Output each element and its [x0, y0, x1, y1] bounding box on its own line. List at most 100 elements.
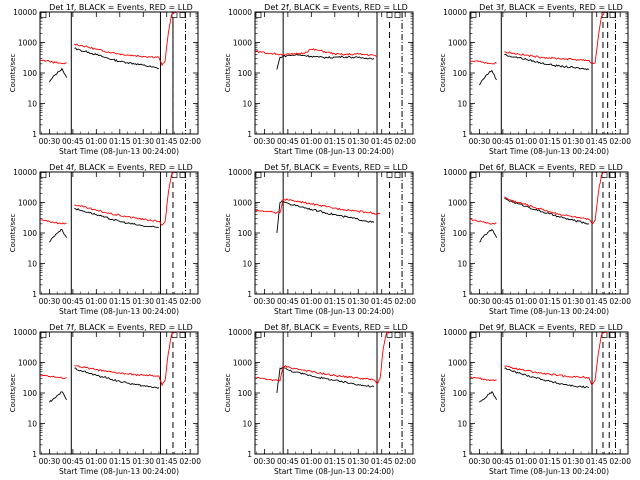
y-tick-label: 100: [238, 69, 253, 78]
series-events-line: [479, 197, 589, 243]
top-marker-box: [179, 332, 186, 338]
x-tick-label: 01:45: [586, 137, 608, 146]
series-events-line: [276, 53, 375, 70]
x-tick-label: 01:00: [301, 297, 323, 306]
y-tick-label: 10: [27, 100, 37, 109]
plot-frame: [469, 331, 629, 455]
top-marker-box: [179, 12, 186, 18]
x-tick-label: 01:15: [109, 297, 131, 306]
x-tick-label: 00:30: [39, 297, 61, 306]
y-tick-label: 10000: [228, 8, 252, 17]
x-tick-label: 01:15: [539, 297, 561, 306]
x-axis-label: Start Time (08-Jun-13 00:24:00): [59, 467, 179, 476]
y-axis-label: Counts/sec: [439, 374, 447, 413]
top-marker-box: [394, 12, 401, 18]
x-axis-label: Start Time (08-Jun-13 00:24:00): [274, 147, 394, 156]
x-tick-label: 00:30: [254, 297, 276, 306]
series-events-line: [276, 200, 375, 234]
detector-panel: Det 2f, BLACK = Events, RED = LLD 1 10 100 1…: [224, 3, 416, 156]
x-axis-label: Start Time (08-Jun-13 00:24:00): [274, 307, 394, 316]
series-lld-line: [255, 332, 390, 385]
top-marker-box: [609, 172, 616, 178]
x-tick-label: 01:15: [324, 137, 346, 146]
detector-panel: Det 1f, BLACK = Events, RED = LLD 1 10 100 1…: [9, 3, 201, 156]
y-tick-label: 1: [462, 290, 467, 299]
y-tick-label: 1000: [448, 39, 467, 48]
series-lld-line: [470, 12, 608, 65]
series-events-line: [49, 367, 160, 403]
y-tick-label: 1: [32, 450, 37, 459]
y-tick-label: 10000: [443, 328, 467, 337]
top-marker-box: [394, 172, 401, 178]
x-tick-label: 01:15: [539, 137, 561, 146]
x-tick-label: 02:00: [394, 457, 416, 466]
y-tick-label: 1000: [18, 199, 37, 208]
x-tick-label: 02:00: [179, 297, 201, 306]
x-tick-label: 00:45: [62, 137, 84, 146]
x-axis-label: Start Time (08-Jun-13 00:24:00): [59, 307, 179, 316]
y-tick-label: 1000: [233, 359, 252, 368]
series-lld-line: [40, 172, 178, 226]
y-tick-label: 10: [242, 100, 252, 109]
top-marker-box: [470, 12, 477, 18]
panel-title: Det 3f, BLACK = Events, RED = LLD: [479, 3, 623, 12]
detector-panel: Det 5f, BLACK = Events, RED = LLD 1 10 100 1…: [224, 163, 416, 316]
x-tick-label: 01:45: [586, 297, 608, 306]
y-tick-label: 1: [247, 450, 252, 459]
y-tick-label: 1000: [18, 39, 37, 48]
y-tick-label: 100: [238, 389, 253, 398]
x-tick-label: 02:00: [179, 137, 201, 146]
x-tick-label: 02:00: [179, 457, 201, 466]
x-tick-label: 01:45: [371, 457, 393, 466]
y-tick-label: 1000: [448, 359, 467, 368]
panel-title: Det 8f, BLACK = Events, RED = LLD: [264, 323, 408, 332]
y-tick-label: 1: [32, 290, 37, 299]
top-marker-box: [255, 12, 262, 18]
x-tick-label: 00:45: [277, 297, 299, 306]
y-tick-label: 100: [453, 229, 468, 238]
top-marker-box: [386, 332, 393, 338]
y-tick-label: 10000: [13, 8, 37, 17]
y-tick-label: 10: [27, 260, 37, 269]
top-marker-box: [255, 172, 262, 178]
top-marker-box: [179, 172, 186, 178]
x-tick-label: 01:30: [132, 137, 154, 146]
x-tick-label: 01:15: [109, 137, 131, 146]
x-tick-label: 01:15: [539, 457, 561, 466]
x-tick-label: 00:30: [469, 457, 491, 466]
x-tick-label: 01:30: [132, 297, 154, 306]
x-tick-label: 00:30: [469, 137, 491, 146]
x-tick-label: 02:00: [609, 457, 631, 466]
x-tick-label: 01:45: [156, 137, 178, 146]
detector-panel: Det 6f, BLACK = Events, RED = LLD 1 10 100 1…: [439, 163, 631, 316]
y-axis-label: Counts/sec: [439, 214, 447, 253]
x-axis-label: Start Time (08-Jun-13 00:24:00): [59, 147, 179, 156]
panel-title: Det 4f, BLACK = Events, RED = LLD: [49, 163, 193, 172]
y-tick-label: 100: [453, 69, 468, 78]
y-tick-label: 10: [242, 260, 252, 269]
y-tick-label: 1000: [233, 39, 252, 48]
y-tick-label: 10: [27, 420, 37, 429]
x-tick-label: 01:15: [324, 457, 346, 466]
top-marker-box: [386, 172, 393, 178]
top-marker-box: [470, 332, 477, 338]
x-axis-label: Start Time (08-Jun-13 00:24:00): [274, 467, 394, 476]
y-tick-label: 10000: [228, 168, 252, 177]
top-marker-box: [470, 172, 477, 178]
y-axis-label: Counts/sec: [224, 54, 232, 93]
x-tick-label: 01:30: [347, 137, 369, 146]
panel-title: Det 1f, BLACK = Events, RED = LLD: [49, 3, 193, 12]
x-tick-label: 01:15: [109, 457, 131, 466]
x-tick-label: 01:00: [86, 137, 108, 146]
x-tick-label: 00:45: [277, 137, 299, 146]
x-tick-label: 01:00: [301, 457, 323, 466]
y-tick-label: 1000: [448, 199, 467, 208]
x-tick-label: 01:00: [516, 137, 538, 146]
series-events-line: [49, 47, 160, 83]
detector-panel: Det 3f, BLACK = Events, RED = LLD 1 10 100 1…: [439, 3, 631, 156]
y-axis-label: Counts/sec: [9, 374, 17, 413]
y-tick-label: 10: [242, 420, 252, 429]
y-tick-label: 10: [457, 260, 467, 269]
top-marker-box: [609, 332, 616, 338]
y-tick-label: 10000: [13, 168, 37, 177]
